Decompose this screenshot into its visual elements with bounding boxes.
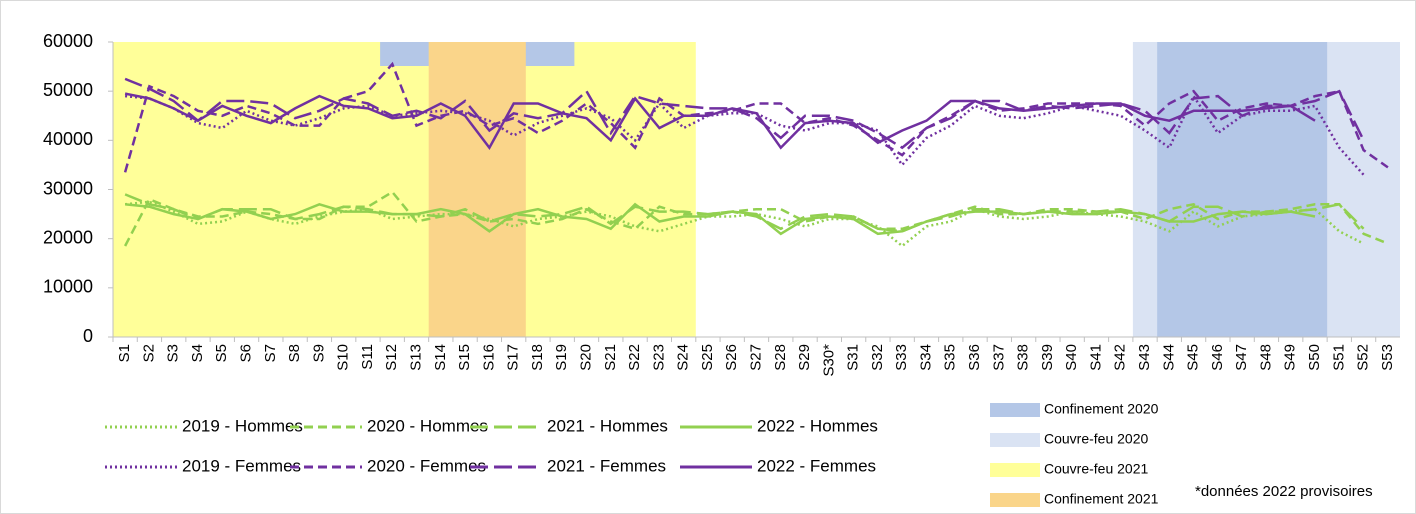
x-tick-label: S48 (1257, 344, 1274, 371)
x-tick-label: S14 (432, 344, 449, 371)
x-tick-label: S50 (1306, 344, 1323, 371)
region-span (428, 42, 526, 337)
x-tick-label: S27 (747, 344, 764, 371)
x-tick-label: S7 (262, 344, 279, 362)
y-tick-label: 50000 (43, 80, 93, 100)
x-tick-label: S17 (505, 344, 522, 371)
region-legend-label: Confinement 2021 (1044, 491, 1159, 507)
series-line (123, 190, 1389, 247)
legend-label: 2022 - Femmes (757, 456, 876, 475)
x-tick-label: S42 (1112, 344, 1129, 371)
x-tick-label: S20 (577, 344, 594, 371)
x-tick-label: S21 (602, 344, 619, 371)
x-tick-label: S23 (650, 344, 667, 371)
series-line (124, 92, 1316, 150)
y-tick-label: 60000 (43, 31, 93, 51)
region-span (113, 42, 696, 337)
x-tick-label: S29 (796, 344, 813, 371)
x-tick-label: S35 (942, 344, 959, 371)
series-line (124, 202, 1316, 236)
legend-label: 2022 - Hommes (757, 416, 878, 435)
x-tick-label: S51 (1330, 344, 1347, 371)
region-legend-swatch (990, 433, 1040, 447)
x-tick-label: S32 (869, 344, 886, 371)
legend-label: 2020 - Hommes (367, 416, 488, 435)
y-tick-label: 40000 (43, 129, 93, 149)
x-tick-label: S11 (359, 344, 376, 370)
region-legend-label: Couvre-feu 2020 (1044, 431, 1149, 447)
x-tick-label: S49 (1282, 344, 1299, 371)
x-tick-label: S22 (626, 344, 643, 371)
series-line (124, 77, 1365, 150)
x-tick-label: S28 (772, 344, 789, 371)
x-tick-label: S5 (213, 344, 230, 362)
x-tick-label: S3 (165, 344, 182, 362)
x-tick-label: S46 (1209, 344, 1226, 371)
x-tick-label: S33 (893, 344, 910, 371)
region-legend-swatch (990, 463, 1040, 477)
region-span (1157, 42, 1328, 337)
legend-label: 2021 - Hommes (547, 416, 668, 435)
x-tick-label: S16 (480, 344, 497, 371)
y-tick-label: 0 (83, 326, 93, 346)
legend-label: 2019 - Hommes (182, 416, 303, 435)
x-tick-label: S25 (699, 344, 716, 371)
x-tick-label: S10 (335, 344, 352, 371)
region-legend-label: Couvre-feu 2021 (1044, 461, 1149, 477)
x-tick-label: S4 (189, 344, 206, 362)
legend-label: 2020 - Femmes (367, 456, 486, 475)
legend-label: 2019 - Femmes (182, 456, 301, 475)
x-tick-label: S2 (140, 344, 157, 362)
x-tick-label: S9 (310, 344, 327, 362)
x-tick-label: S8 (286, 344, 303, 362)
x-tick-label: S53 (1379, 344, 1396, 371)
y-tick-label: 10000 (43, 277, 93, 297)
y-tick-label: 20000 (43, 227, 93, 247)
x-tick-label: S12 (383, 344, 400, 371)
x-tick-label: S52 (1355, 344, 1372, 371)
x-tick-label: S45 (1185, 344, 1202, 371)
x-tick-label: S19 (553, 344, 570, 371)
x-tick-label: S38 (1015, 344, 1032, 371)
x-tick-label: S47 (1233, 344, 1250, 371)
y-tick-label: 30000 (43, 178, 93, 198)
x-tick-label: S26 (723, 344, 740, 371)
x-tick-label: S37 (990, 344, 1007, 371)
x-tick-label: S43 (1136, 344, 1153, 371)
x-tick-label: S18 (529, 344, 546, 371)
region-legend-label: Confinement 2020 (1044, 401, 1159, 417)
x-tick-label: S39 (1039, 344, 1056, 371)
footnote: *données 2022 provisoires (1195, 483, 1373, 500)
region-legend-swatch (990, 403, 1040, 417)
x-tick-label: S44 (1160, 344, 1177, 371)
x-tick-label: S13 (408, 344, 425, 371)
x-tick-label: S6 (238, 344, 255, 362)
x-tick-label: S40 (1063, 344, 1080, 371)
legend-label: 2021 - Femmes (547, 456, 666, 475)
region-legend-swatch (990, 493, 1040, 507)
x-tick-label: S24 (675, 344, 692, 371)
x-tick-label: S36 (966, 344, 983, 371)
series-line (123, 61, 1389, 173)
x-tick-label: S34 (917, 344, 934, 371)
x-tick-label: S31 (845, 344, 862, 371)
x-tick-label: S30* (820, 344, 837, 377)
x-tick-label: S41 (1087, 344, 1104, 371)
x-tick-label: S15 (456, 344, 473, 371)
x-tick-label: S1 (116, 344, 133, 362)
